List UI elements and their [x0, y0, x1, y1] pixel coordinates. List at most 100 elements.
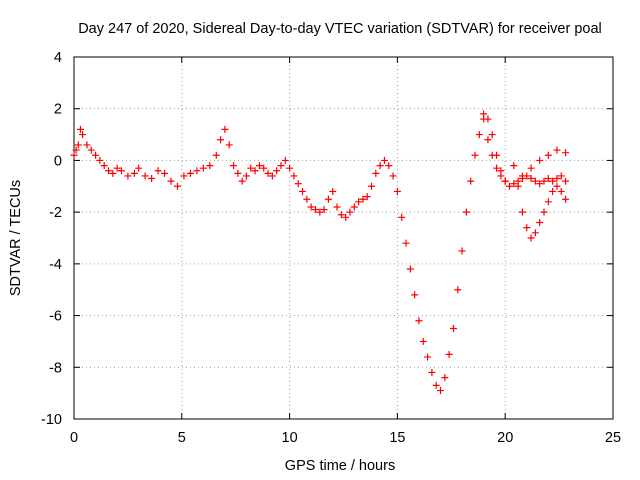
data-point [255, 162, 263, 170]
y-tick-label: -4 [49, 257, 62, 273]
data-point [74, 141, 82, 149]
data-point [385, 162, 393, 170]
chart-title: Day 247 of 2020, Sidereal Day-to-day VTE… [78, 21, 602, 37]
data-point [242, 172, 250, 180]
x-tick-label: 5 [178, 430, 186, 446]
data-point [324, 195, 332, 203]
data-point [230, 162, 238, 170]
data-point [346, 208, 354, 216]
data-point [536, 180, 544, 188]
data-point [180, 172, 188, 180]
data-point [260, 164, 268, 172]
data-point [154, 167, 162, 175]
data-point [206, 162, 214, 170]
axis-ticks [73, 56, 614, 420]
y-tick-label: -10 [41, 412, 62, 428]
series-main [70, 110, 570, 395]
data-point [96, 156, 104, 164]
x-tick-label: 0 [70, 430, 78, 446]
x-tick-label: 10 [282, 430, 298, 446]
data-point [536, 218, 544, 226]
data-point [167, 177, 175, 185]
data-point [311, 206, 319, 214]
data-point [294, 180, 302, 188]
data-point [100, 162, 108, 170]
data-point [540, 208, 548, 216]
y-tick-label: -2 [49, 205, 62, 221]
data-point [549, 187, 557, 195]
data-point [428, 368, 436, 376]
series-lower-branch [514, 182, 570, 242]
data-point [376, 162, 384, 170]
data-point [333, 203, 341, 211]
data-point [104, 167, 112, 175]
data-point [484, 136, 492, 144]
data-point [199, 164, 207, 172]
series-upper-branch [480, 115, 570, 185]
data-point [514, 182, 522, 190]
x-tick-label: 20 [497, 430, 513, 446]
data-point [372, 169, 380, 177]
data-point [212, 151, 220, 159]
data-point [72, 146, 80, 154]
data-point [441, 374, 449, 382]
data-point [350, 203, 358, 211]
data-point [531, 177, 539, 185]
data-point [411, 291, 419, 299]
data-point [135, 164, 143, 172]
y-tick-label: 0 [54, 153, 62, 169]
data-point [471, 151, 479, 159]
data-point [355, 198, 363, 206]
data-point [92, 151, 100, 159]
data-point [462, 208, 470, 216]
data-point [389, 172, 397, 180]
data-point [527, 164, 535, 172]
data-point [268, 172, 276, 180]
data-point [393, 187, 401, 195]
data-point [87, 146, 95, 154]
data-point [562, 195, 570, 203]
data-point [238, 177, 246, 185]
data-point [544, 198, 552, 206]
data-point [549, 177, 557, 185]
data-point [277, 162, 285, 170]
data-point [342, 213, 350, 221]
data-point [415, 317, 423, 325]
data-point [130, 169, 138, 177]
data-point [518, 172, 526, 180]
data-point [536, 156, 544, 164]
data-point [307, 203, 315, 211]
data-point [380, 156, 388, 164]
data-point [264, 169, 272, 177]
data-point [510, 180, 518, 188]
data-point [320, 206, 328, 214]
y-axis-label: SDTVAR / TECUs [8, 180, 24, 296]
data-point [454, 286, 462, 294]
data-point [368, 182, 376, 190]
data-point [544, 175, 552, 183]
data-point [562, 177, 570, 185]
data-point [506, 182, 514, 190]
data-point [527, 175, 535, 183]
data-point [359, 195, 367, 203]
y-tick-label: -6 [49, 309, 62, 325]
data-point [458, 247, 466, 255]
data-point [562, 149, 570, 157]
data-points [70, 110, 570, 395]
data-point [419, 337, 427, 345]
data-point [510, 162, 518, 170]
data-point [286, 164, 294, 172]
data-point [316, 208, 324, 216]
data-point [79, 131, 87, 139]
data-point [531, 229, 539, 237]
data-point [480, 115, 488, 123]
y-tick-label: -8 [49, 360, 62, 376]
data-point [437, 387, 445, 395]
data-point [299, 187, 307, 195]
data-point [488, 131, 496, 139]
data-point [193, 167, 201, 175]
data-point [217, 136, 225, 144]
data-point [518, 208, 526, 216]
data-point [523, 224, 531, 232]
